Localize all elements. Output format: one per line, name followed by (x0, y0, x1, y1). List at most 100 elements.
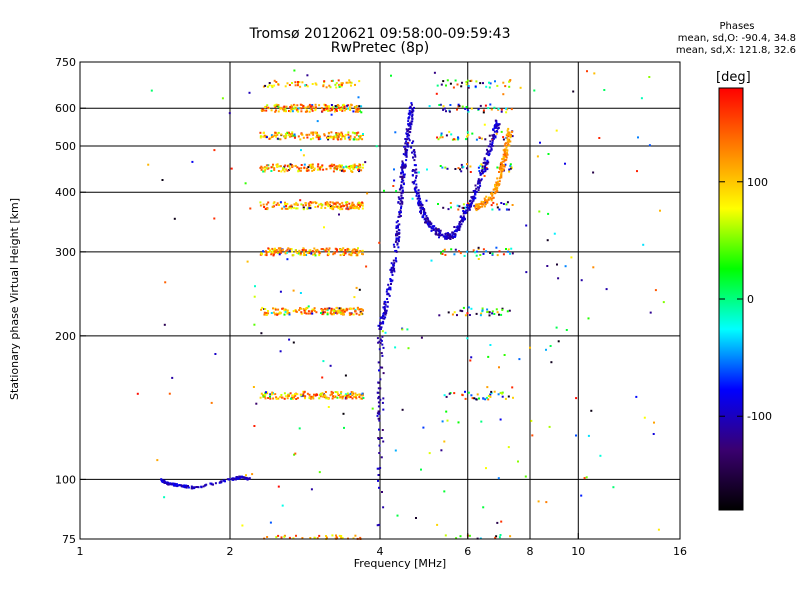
data-point (506, 144, 509, 147)
data-point (291, 134, 294, 137)
data-point (503, 144, 506, 147)
data-point (378, 523, 381, 526)
data-point (259, 135, 262, 138)
data-point (341, 168, 344, 171)
data-point (556, 263, 558, 266)
data-point (326, 313, 329, 316)
data-point (288, 394, 290, 397)
data-point (276, 133, 279, 136)
data-point (252, 386, 255, 388)
data-point (291, 110, 294, 113)
data-point (325, 247, 328, 250)
data-point (358, 201, 361, 204)
data-point (270, 312, 273, 314)
data-point (310, 395, 313, 398)
data-point (275, 396, 278, 399)
data-point (214, 353, 217, 355)
data-point (273, 79, 276, 82)
data-point (378, 340, 381, 343)
data-point (327, 131, 330, 134)
data-point (321, 203, 324, 206)
data-point (288, 313, 291, 316)
data-point (289, 110, 292, 113)
data-point (580, 279, 583, 282)
data-point (291, 250, 294, 253)
data-point (475, 187, 478, 190)
data-point (222, 479, 225, 482)
data-point (395, 225, 398, 228)
data-point (339, 393, 342, 396)
data-point (397, 232, 400, 235)
data-point (359, 135, 362, 138)
data-point (312, 137, 315, 140)
data-point (498, 250, 501, 253)
data-point (362, 397, 365, 399)
data-point (545, 501, 548, 504)
data-point (292, 289, 295, 292)
data-point (305, 133, 308, 136)
data-point (327, 105, 330, 108)
data-point (477, 178, 480, 181)
data-point (356, 249, 359, 252)
data-point (309, 138, 312, 141)
data-point (340, 134, 343, 137)
data-point (400, 175, 403, 178)
data-point (308, 252, 311, 254)
data-point (456, 314, 458, 317)
data-point (326, 105, 329, 108)
data-point (461, 81, 463, 84)
data-point (575, 434, 577, 437)
data-point (408, 134, 411, 137)
data-point (486, 386, 489, 389)
data-point (283, 170, 286, 173)
data-point (482, 111, 485, 114)
data-point (506, 138, 509, 141)
data-point (413, 164, 416, 167)
data-point (416, 197, 419, 200)
data-point (476, 182, 479, 185)
data-point (469, 199, 472, 202)
data-point (281, 504, 284, 507)
data-point (471, 196, 474, 199)
data-point (187, 486, 190, 489)
data-point (480, 202, 483, 205)
data-point (509, 134, 512, 137)
data-point (499, 418, 502, 421)
data-point (493, 106, 496, 109)
data-point (344, 309, 346, 312)
data-point (445, 410, 448, 413)
data-point (329, 86, 332, 89)
data-point (304, 397, 306, 400)
data-point (343, 170, 346, 172)
data-point (343, 310, 346, 313)
data-point (354, 252, 357, 254)
data-point (304, 84, 307, 87)
data-point (318, 534, 321, 537)
data-point (335, 201, 338, 204)
data-point (268, 82, 271, 84)
data-point (495, 181, 498, 184)
data-point (340, 108, 343, 111)
data-point (336, 205, 339, 208)
data-point (350, 254, 353, 257)
data-point (401, 191, 404, 194)
data-point (493, 390, 496, 393)
data-point (294, 203, 297, 206)
data-point (311, 250, 314, 253)
y-tick-label: 600 (55, 102, 76, 115)
data-point (292, 397, 295, 400)
data-point (358, 105, 361, 108)
data-point (343, 426, 345, 429)
data-point (414, 188, 417, 191)
data-point (265, 313, 268, 316)
colorbar-tick-label: 100 (747, 176, 768, 189)
data-point (283, 309, 286, 312)
data-point (479, 104, 482, 107)
data-point (351, 391, 354, 394)
data-point (380, 456, 383, 459)
data-point (264, 253, 267, 256)
data-point (283, 110, 286, 113)
data-point (410, 122, 413, 125)
data-point (264, 392, 267, 395)
data-point (269, 249, 271, 252)
